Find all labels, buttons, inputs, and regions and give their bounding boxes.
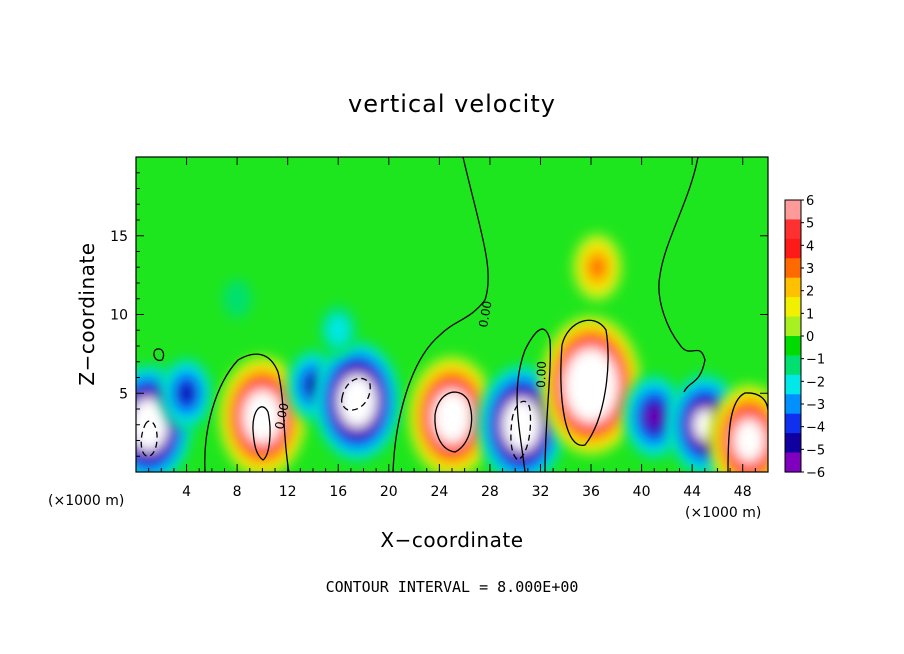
colorbar-label: 2 xyxy=(806,285,814,300)
colorbar: 6 5 4 3 2 1 0 −1 −2 −3 −4 −5 −6 xyxy=(785,194,825,481)
zero-contour-far-right xyxy=(727,392,768,472)
x-tick-label: 28 xyxy=(481,484,499,500)
y-tick-label: 15 xyxy=(110,229,128,245)
x-tick-label: 36 xyxy=(582,484,600,500)
velocity-cell xyxy=(319,305,357,356)
velocity-cell xyxy=(218,355,307,472)
positive-contour-a xyxy=(252,406,271,461)
zero-contour-right xyxy=(658,157,706,393)
colorbar-label: 4 xyxy=(806,239,814,254)
velocity-level xyxy=(445,408,459,426)
velocity-cell xyxy=(708,384,768,472)
colorbar-swatch xyxy=(785,297,801,318)
velocity-level xyxy=(350,392,364,410)
colorbar-swatch xyxy=(785,374,801,395)
x-tick-label: 8 xyxy=(233,484,242,500)
colorbar-swatch xyxy=(785,355,801,376)
y-tick-label: 10 xyxy=(110,308,128,324)
velocity-level xyxy=(179,383,194,404)
colorbar-label: 5 xyxy=(806,217,814,232)
y-tick-label: 5 xyxy=(119,386,128,402)
velocity-level xyxy=(585,376,598,394)
x-tick-label: 44 xyxy=(683,484,701,500)
velocity-cell xyxy=(572,233,623,302)
colorbar-label: 1 xyxy=(806,307,814,322)
x-tick-label: 12 xyxy=(279,484,297,500)
zero-contour-center xyxy=(516,328,551,472)
velocity-level xyxy=(327,315,350,346)
y-axis-label: Z−coordinate xyxy=(75,242,99,385)
colorbar-swatch xyxy=(785,258,801,279)
colorbar-frame xyxy=(784,199,802,473)
zero-contour-small xyxy=(153,348,165,362)
x-tick-label: 24 xyxy=(430,484,448,500)
velocity-cell xyxy=(623,373,686,460)
colorbar-label: 6 xyxy=(806,194,814,209)
velocity-level xyxy=(515,416,528,434)
velocity-level xyxy=(742,431,756,450)
colorbar-swatch xyxy=(785,452,801,473)
colorbar-label: 0 xyxy=(806,330,814,345)
velocity-level xyxy=(589,255,606,279)
contour-lines xyxy=(140,157,768,472)
positive-contour-c xyxy=(560,319,609,446)
x-tick-label: 4 xyxy=(182,484,191,500)
contour-label-1: 0.00 xyxy=(272,402,291,431)
x-tick-label: 16 xyxy=(329,484,347,500)
colorbar-swatch xyxy=(785,277,801,298)
velocity-level xyxy=(698,415,712,434)
colorbar-swatch xyxy=(785,238,801,259)
negative-contour-b xyxy=(341,377,371,411)
velocity-cell xyxy=(313,340,402,463)
velocity-cell xyxy=(540,315,642,456)
chart-title: vertical velocity xyxy=(348,90,556,118)
velocity-cell xyxy=(408,355,496,472)
velocity-field xyxy=(136,233,768,472)
positive-contour-b xyxy=(434,391,473,453)
colorbar-swatch xyxy=(785,219,801,240)
x-tick-label: 20 xyxy=(380,484,398,500)
colorbar-label: −2 xyxy=(806,375,825,390)
x-unit-right: (×1000 m) xyxy=(685,505,761,521)
x-tick-label: 40 xyxy=(633,484,651,500)
colorbar-swatch xyxy=(785,316,801,337)
colorbar-swatch xyxy=(785,394,801,415)
colorbar-label: −5 xyxy=(806,443,825,458)
colorbar-label: −4 xyxy=(806,421,825,436)
velocity-level xyxy=(142,416,155,434)
colorbar-swatch xyxy=(785,200,801,221)
negative-contour-a xyxy=(140,420,158,457)
x-tick-label: 48 xyxy=(734,484,752,500)
plot-area xyxy=(136,157,768,472)
x-axis-label: X−coordinate xyxy=(380,528,523,552)
x-tick-label: 32 xyxy=(532,484,550,500)
x-axis: 4 8 12 16 20 24 28 32 36 40 44 48 xyxy=(148,157,756,500)
x-unit-left: (×1000 m) xyxy=(48,493,124,509)
zero-contour-left xyxy=(204,353,290,472)
negative-contour-c xyxy=(510,400,532,461)
zero-contour-middle xyxy=(392,157,489,472)
colorbar-swatch xyxy=(785,413,801,434)
colorbar-swatch xyxy=(785,433,801,454)
velocity-level xyxy=(256,408,269,426)
contour-interval-note: CONTOUR INTERVAL = 8.000E+00 xyxy=(326,578,579,596)
colorbar-label: −1 xyxy=(806,353,825,368)
y-axis: 5 10 15 xyxy=(110,172,768,457)
contour-label-2: 0.00 xyxy=(476,300,494,329)
colorbar-label: −3 xyxy=(806,398,825,413)
velocity-cell xyxy=(222,279,252,318)
velocity-level xyxy=(222,279,252,318)
contour-label-3: 0.00 xyxy=(534,361,549,388)
velocity-cell xyxy=(160,356,213,430)
colorbar-label: 3 xyxy=(806,262,814,277)
velocity-level xyxy=(647,406,662,427)
colorbar-swatch xyxy=(785,336,801,357)
colorbar-label: −6 xyxy=(806,466,825,481)
